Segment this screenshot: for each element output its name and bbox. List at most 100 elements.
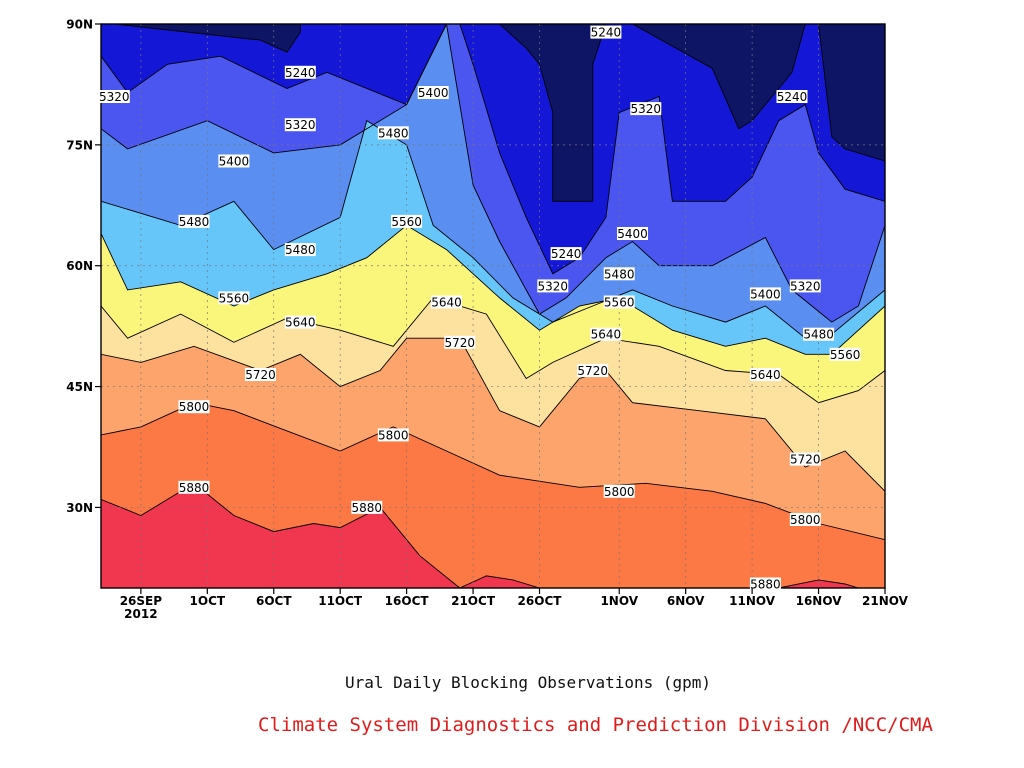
x-tick-label: 6NOV: [667, 594, 705, 608]
contour-label: 5720: [577, 364, 609, 378]
contour-label-text: 5800: [790, 513, 821, 527]
contour-label-bg: [630, 102, 662, 116]
y-tick-label: 45N: [66, 380, 93, 394]
contour-line-5240: [114, 24, 301, 53]
contour-label: 5320: [284, 118, 316, 132]
contour-label: 5320: [537, 279, 569, 293]
y-tick-label: 75N: [66, 138, 93, 152]
contour-label-text: 5400: [219, 155, 250, 169]
contour-label: 5640: [431, 295, 462, 310]
contour-label-bg: [377, 126, 409, 140]
band-below-5240-region: [632, 24, 806, 129]
contour-label-text: 5560: [391, 215, 422, 229]
contour-label: 5880: [749, 577, 781, 592]
contour-label-bg: [617, 227, 648, 240]
contour-label-bg: [803, 327, 835, 341]
contour-line-5240: [632, 24, 806, 130]
band-below-5240-region: [499, 24, 606, 202]
contour-label-bg: [178, 214, 210, 228]
contour-label-bg: [577, 364, 609, 377]
contour-label-text: 5720: [245, 368, 276, 382]
contour-label-text: 5720: [577, 364, 608, 378]
contour-label: 5800: [377, 428, 409, 442]
contour-label: 5240: [590, 25, 622, 40]
contour-label-text: 5720: [445, 336, 476, 350]
contour-line-5400: [446, 24, 885, 323]
contour-label-bg: [178, 480, 210, 494]
contour-label: 5320: [98, 90, 130, 104]
contour-line-5240: [818, 24, 885, 162]
contour-label-bg: [178, 400, 210, 414]
contour-label-text: 5240: [777, 90, 808, 104]
contour-label: 5400: [417, 86, 449, 100]
x-tick-label: 11NOV: [729, 594, 776, 608]
contour-label: 5800: [603, 484, 635, 499]
contour-line-5320: [101, 24, 447, 106]
y-tick-label: 30N: [66, 501, 93, 515]
contour-label-text: 5800: [179, 400, 210, 414]
contour-label-bg: [789, 279, 821, 293]
contour-label: 5480: [603, 267, 635, 281]
contour-label-bg: [444, 335, 476, 349]
contour-label-text: 5400: [617, 227, 648, 241]
contour-line-5640: [101, 297, 885, 404]
contour-label-text: 5240: [285, 66, 316, 80]
x-tick-label: 1NOV: [600, 594, 638, 608]
contour-label: 5480: [178, 214, 210, 229]
contour-label-bg: [603, 267, 635, 281]
contour-label-bg: [550, 247, 582, 261]
contour-label: 5720: [789, 452, 821, 467]
contour-label-text: 5480: [604, 267, 635, 281]
contour-label-text: 5480: [803, 328, 834, 342]
contour-line-5880: [778, 579, 859, 588]
contour-label-bg: [590, 25, 622, 39]
contour-label-bg: [603, 484, 635, 498]
contour-label-text: 5800: [378, 428, 409, 442]
contour-line-5880: [459, 575, 540, 588]
contour-line-5560: [101, 224, 885, 355]
band-above-5880: [101, 483, 460, 588]
contour-label: 5400: [617, 227, 648, 241]
contour-label-text: 5640: [285, 316, 316, 330]
x-tick-label: 6OCT: [256, 594, 292, 608]
contour-label-bg: [776, 90, 808, 103]
contour-line-5880: [101, 482, 461, 588]
contour-label: 5560: [391, 214, 423, 229]
contour-label: 5320: [789, 279, 821, 293]
contour-label-bg: [417, 86, 449, 99]
contour-label: 5480: [803, 327, 835, 342]
contour-label-bg: [749, 577, 781, 591]
contour-label: 5240: [550, 247, 582, 261]
contour-label-text: 5400: [418, 86, 449, 100]
contour-label-text: 5240: [591, 26, 622, 40]
contour-label: 5640: [284, 315, 316, 330]
chart-title: Ural Daily Blocking Observations (gpm): [345, 673, 712, 692]
contour-label-bg: [749, 368, 781, 381]
credit-line: Climate System Diagnostics and Predictio…: [258, 714, 933, 736]
contour-label-bg: [789, 513, 821, 526]
contour-label: 5400: [218, 154, 250, 169]
contour-label: 5560: [603, 295, 635, 310]
contour-label: 5800: [178, 400, 210, 414]
x-tick-label: 1OCT: [190, 594, 226, 608]
contour-label-text: 5560: [604, 296, 635, 310]
contour-label: 5560: [218, 291, 250, 305]
contour-label-text: 5880: [750, 578, 781, 592]
contour-label-text: 5480: [285, 243, 316, 257]
contour-label-text: 5320: [285, 118, 316, 132]
contour-label: 5240: [776, 90, 808, 104]
y-tick-label: 90N: [66, 18, 93, 32]
contour-label-bg: [749, 287, 781, 301]
x-tick-label: 16NOV: [796, 594, 843, 608]
contour-label: 5640: [749, 368, 781, 382]
contour-label: 5880: [178, 480, 210, 495]
contour-label: 5720: [444, 335, 476, 350]
contour-label-text: 5320: [99, 90, 130, 104]
contour-label-bg: [98, 90, 130, 103]
contour-labels: 5240 5240 5240 5240 5320 5320 5320 5320 5320 5400…: [98, 25, 861, 592]
contour-label-bg: [245, 368, 276, 381]
band-below-5240-region: [818, 24, 885, 161]
contour-label: 5640: [590, 327, 622, 342]
contour-label-bg: [603, 295, 635, 309]
